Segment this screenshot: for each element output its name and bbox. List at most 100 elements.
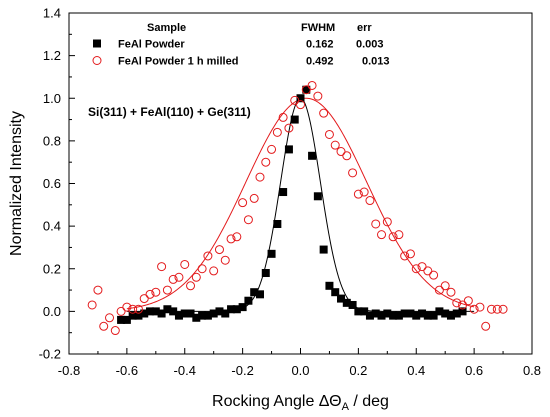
point-series-1	[342, 298, 351, 307]
point-series-2	[261, 157, 271, 167]
point-series-2	[330, 140, 340, 150]
data-points	[87, 80, 508, 336]
point-series-2	[255, 172, 265, 182]
point-series-2	[498, 304, 508, 314]
point-series-1	[128, 311, 137, 320]
point-series-2	[93, 285, 103, 295]
point-series-2	[319, 108, 329, 118]
point-series-2	[284, 123, 294, 133]
point-series-1	[169, 307, 178, 316]
point-series-2	[469, 304, 479, 314]
point-series-1	[365, 311, 374, 320]
point-series-2	[186, 281, 196, 291]
legend-header-sample: Sample	[147, 22, 186, 34]
y-tick-label: 0.6	[43, 176, 61, 191]
point-series-2	[267, 144, 277, 154]
point-series-2	[301, 85, 311, 95]
point-series-2	[226, 234, 236, 244]
point-series-2	[307, 80, 317, 90]
point-series-2	[180, 259, 190, 269]
point-series-1	[296, 94, 305, 103]
point-series-2	[290, 95, 300, 105]
legend: Sample FWHM err FeAl Powder 0.162 0.003 …	[92, 22, 390, 68]
y-tick-label: 0.0	[43, 304, 61, 319]
point-series-1	[198, 311, 207, 320]
legend-marker-filled-square	[93, 39, 101, 48]
point-series-2	[348, 168, 358, 178]
point-series-1	[238, 303, 247, 312]
point-series-2	[296, 100, 305, 110]
point-series-2	[342, 151, 352, 161]
point-series-1	[383, 309, 392, 318]
point-series-2	[139, 294, 149, 304]
point-series-2	[382, 217, 392, 227]
axis-ticks	[68, 12, 533, 355]
point-series-2	[353, 189, 363, 199]
point-series-2	[105, 313, 115, 323]
point-series-1	[151, 307, 160, 316]
x-axis-title: Rocking Angle ΔΘA / deg	[212, 393, 389, 413]
point-series-2	[116, 306, 126, 316]
annotation-reflections: Si(311) + FeAl(110) + Ge(311)	[88, 105, 251, 119]
point-series-1	[429, 311, 438, 320]
point-series-2	[214, 245, 224, 255]
fit-curves	[126, 97, 475, 312]
point-series-2	[429, 270, 439, 280]
legend-series-1-err: 0.003	[356, 39, 384, 51]
point-series-2	[411, 264, 421, 274]
x-tick-label: -0.8	[58, 363, 80, 378]
point-series-1	[308, 151, 317, 160]
y-tick-label: 0.4	[43, 219, 61, 234]
point-series-1	[412, 311, 421, 320]
point-series-2	[174, 272, 184, 282]
point-series-1	[163, 305, 172, 314]
point-series-2	[324, 129, 334, 139]
x-tick-label: 0.6	[465, 363, 483, 378]
point-series-2	[203, 251, 213, 261]
tick-labels: -0.8 -0.6 -0.4 -0.2 0.0 0.2 0.4 0.6 0.8 -0.2 0.0 0.…	[39, 6, 541, 379]
legend-header-err: err	[357, 22, 372, 34]
point-series-1	[244, 296, 253, 305]
point-series-2	[128, 304, 138, 314]
x-axis-title-subscript: A	[342, 401, 350, 413]
point-series-2	[359, 187, 369, 197]
point-series-2	[209, 266, 219, 276]
y-tick-label: -0.2	[39, 347, 61, 362]
point-series-1	[348, 300, 357, 309]
point-series-1	[441, 309, 450, 318]
x-tick-label: -0.6	[116, 363, 138, 378]
y-tick-label: 1.4	[43, 6, 61, 21]
x-axis-title-main: Rocking Angle ΔΘ	[212, 393, 342, 410]
legend-series-1-name: FeAl Powder	[118, 39, 185, 51]
point-series-2	[434, 285, 444, 295]
point-series-1	[261, 269, 270, 278]
y-tick-label: 0.8	[43, 133, 61, 148]
point-series-1	[389, 311, 398, 320]
point-series-1	[134, 311, 143, 320]
point-series-2	[278, 112, 288, 122]
point-series-2	[492, 304, 502, 314]
point-series-1	[377, 311, 386, 320]
legend-series-2-err: 0.013	[362, 56, 390, 68]
point-series-2	[197, 264, 207, 274]
point-series-1	[319, 245, 328, 254]
point-series-2	[133, 304, 143, 314]
point-series-2	[243, 215, 253, 225]
legend-series-2-fwhm: 0.492	[306, 56, 334, 68]
point-series-1	[371, 309, 380, 318]
point-series-2	[394, 230, 404, 240]
point-series-2	[486, 304, 496, 314]
x-tick-label: 0.8	[523, 363, 541, 378]
point-series-1	[418, 309, 427, 318]
point-series-1	[458, 307, 467, 316]
point-series-2	[388, 232, 398, 242]
point-series-1	[215, 307, 224, 316]
y-tick-label: 1.0	[43, 91, 61, 106]
point-series-1	[406, 309, 415, 318]
point-series-2	[475, 302, 485, 312]
point-series-2	[191, 272, 201, 282]
point-series-2	[365, 196, 375, 206]
point-series-2	[377, 230, 387, 240]
point-series-1	[232, 305, 241, 314]
point-series-1	[400, 309, 409, 318]
